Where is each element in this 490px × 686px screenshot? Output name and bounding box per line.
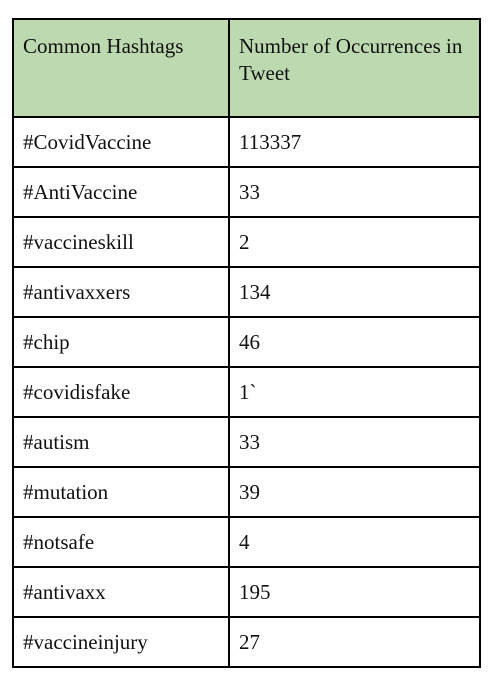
count-cell: 113337 [228, 116, 481, 168]
table-row: #antivaxxers 134 [12, 266, 481, 318]
count-cell: 46 [228, 316, 481, 368]
count-cell: 39 [228, 466, 481, 518]
hashtag-cell: #CovidVaccine [12, 116, 230, 168]
table-row: #chip 46 [12, 316, 481, 368]
hashtag-cell: #covidisfake [12, 366, 230, 418]
hashtag-cell: #mutation [12, 466, 230, 518]
hashtag-table: Common Hashtags Number of Occurrences in… [12, 18, 481, 668]
header-row: Common Hashtags Number of Occurrences in… [12, 18, 481, 118]
count-cell: 27 [228, 616, 481, 668]
hashtag-cell: #notsafe [12, 516, 230, 568]
count-cell: 195 [228, 566, 481, 618]
table-row: #covidisfake 1` [12, 366, 481, 418]
count-cell: 33 [228, 416, 481, 468]
table-row: #vaccineskill 2 [12, 216, 481, 268]
table-row: #AntiVaccine 33 [12, 166, 481, 218]
table-row: #vaccineinjury 27 [12, 616, 481, 668]
hashtag-cell: #antivaxx [12, 566, 230, 618]
hashtag-cell: #vaccineskill [12, 216, 230, 268]
table-header: Common Hashtags Number of Occurrences in… [12, 18, 481, 118]
table-row: #mutation 39 [12, 466, 481, 518]
hashtag-cell: #antivaxxers [12, 266, 230, 318]
count-cell: 2 [228, 216, 481, 268]
header-occurrences: Number of Occurrences in Tweet [228, 18, 481, 118]
hashtag-cell: #AntiVaccine [12, 166, 230, 218]
table-row: #autism 33 [12, 416, 481, 468]
table-body: #CovidVaccine 113337 #AntiVaccine 33 #va… [12, 116, 481, 668]
count-cell: 134 [228, 266, 481, 318]
hashtag-cell: #autism [12, 416, 230, 468]
table-row: #antivaxx 195 [12, 566, 481, 618]
table-row: #CovidVaccine 113337 [12, 116, 481, 168]
count-cell: 33 [228, 166, 481, 218]
count-cell: 1` [228, 366, 481, 418]
header-hashtags: Common Hashtags [12, 18, 230, 118]
table-row: #notsafe 4 [12, 516, 481, 568]
count-cell: 4 [228, 516, 481, 568]
hashtag-cell: #vaccineinjury [12, 616, 230, 668]
hashtag-cell: #chip [12, 316, 230, 368]
